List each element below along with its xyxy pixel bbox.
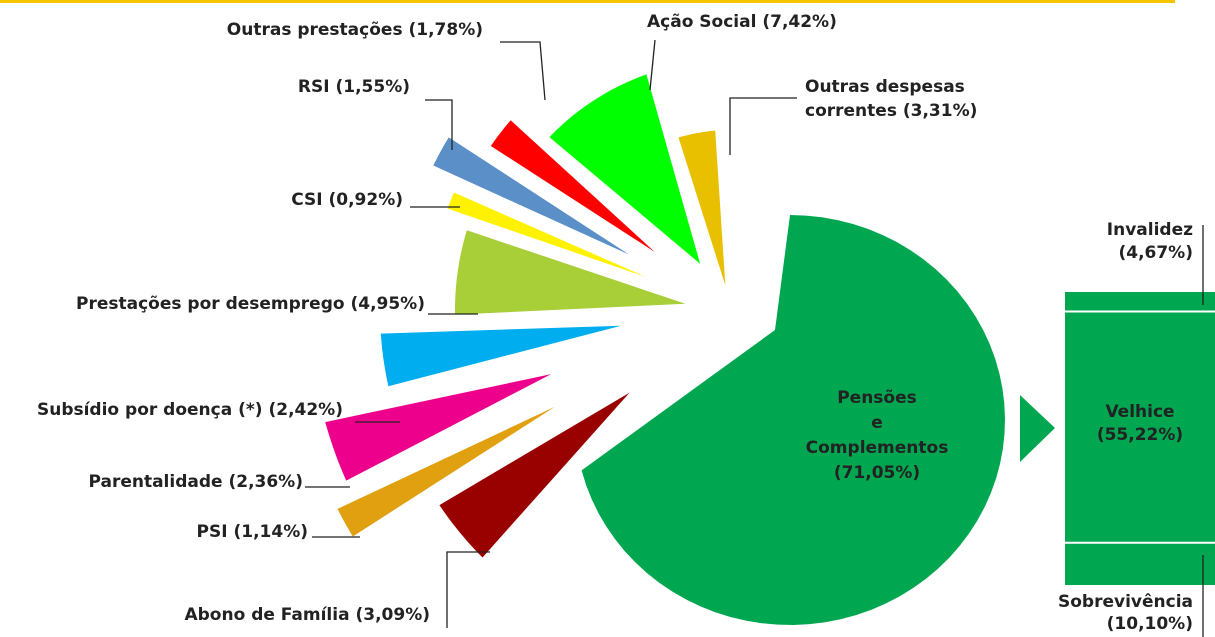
- segment-label: Sobrevivência (10,10%): [1058, 592, 1193, 634]
- slice-label: Ação Social (7,42%): [647, 12, 837, 32]
- arrow: [1020, 395, 1055, 462]
- slice-label: CSI (0,92%): [291, 190, 403, 210]
- slice-label: RSI (1,55%): [298, 77, 410, 97]
- leader-line: [446, 551, 490, 628]
- pie-slice: [678, 130, 726, 286]
- pie-slice: [380, 325, 622, 387]
- pie-slice: [447, 192, 647, 278]
- leader-line: [500, 41, 546, 101]
- pie-slice: [325, 374, 552, 481]
- pie-slice: [433, 137, 630, 255]
- pie-slice: [337, 406, 555, 537]
- pie-slice: [490, 120, 655, 252]
- slice-label: Abono de Família (3,09%): [184, 605, 430, 625]
- slice-label: Outras despesas correntes (3,31%): [805, 77, 977, 121]
- pie-slice: [581, 215, 1005, 625]
- segment-label: Invalidez (4,67%): [1107, 220, 1193, 263]
- bar-segment: [1065, 311, 1215, 543]
- slice-label: Parentalidade (2,36%): [88, 472, 303, 492]
- leader-line: [649, 39, 656, 91]
- leader-line: [425, 99, 453, 150]
- slice-label: Prestações por desemprego (4,95%): [76, 294, 425, 314]
- slice-label: PSI (1,14%): [197, 522, 308, 542]
- pie-slice: [455, 230, 686, 315]
- segment-label: Velhice (55,22%): [1097, 402, 1183, 445]
- pie-slice: [439, 392, 630, 558]
- top-rule: [0, 0, 1175, 3]
- slice-label: Outras prestações (1,78%): [227, 20, 483, 40]
- bar-segment: [1065, 542, 1215, 585]
- slice-label: Subsídio por doença (*) (2,42%): [37, 400, 343, 420]
- slice-label: Pensões e Complementos (71,05%): [806, 388, 949, 483]
- bar-segment: [1065, 292, 1215, 312]
- pie-slice: [549, 74, 701, 264]
- leader-line: [729, 97, 797, 155]
